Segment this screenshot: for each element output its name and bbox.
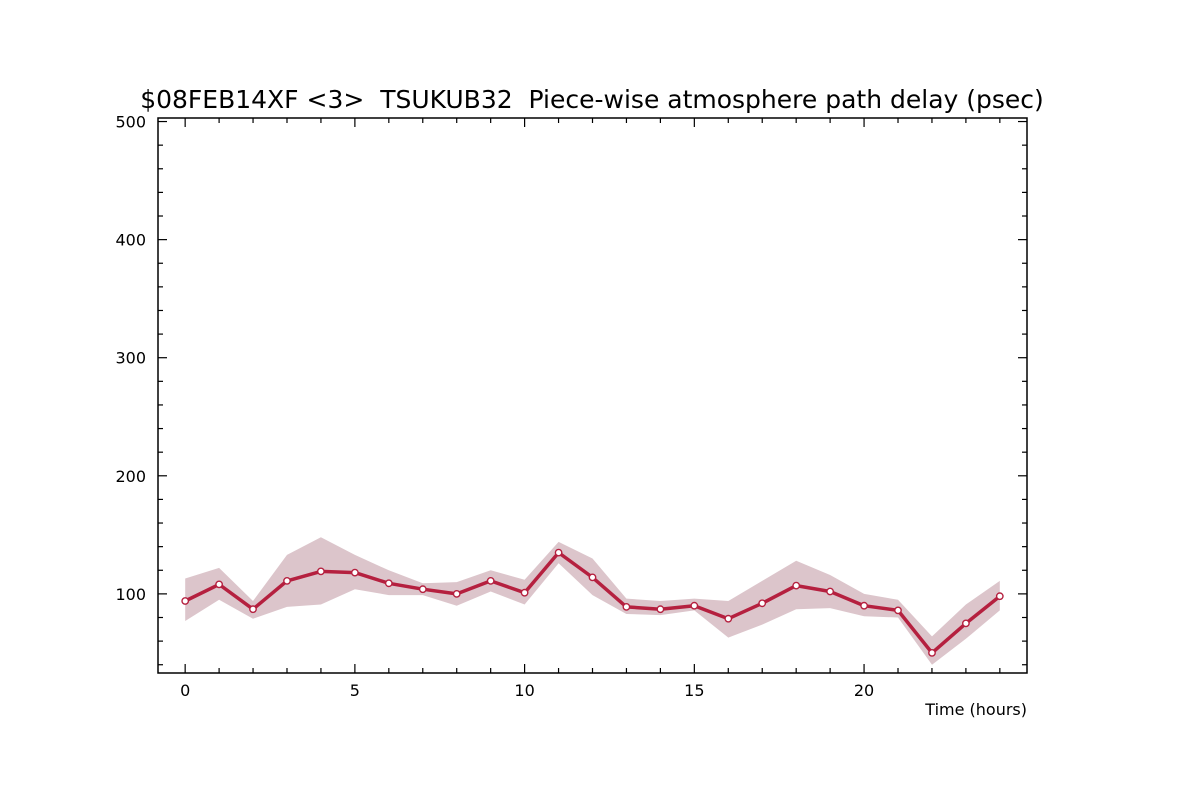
data-point: [316, 567, 325, 576]
x-tick-label: 5: [350, 681, 360, 700]
data-point: [622, 603, 631, 611]
confidence-band-layer: [185, 537, 1000, 665]
y-tick-label: 500: [115, 113, 146, 132]
data-point: [826, 587, 834, 596]
chart-title: $08FEB14XF <3> TSUKUB32 Piece-wise atmos…: [140, 85, 1044, 114]
data-point: [554, 548, 563, 557]
y-tick-label: 400: [115, 231, 146, 250]
data-point: [656, 605, 665, 614]
x-tick-label: 15: [684, 681, 704, 700]
data-point: [860, 601, 868, 610]
data-point: [181, 597, 190, 605]
confidence-band: [185, 537, 1000, 665]
x-axis-label: Time (hours): [924, 700, 1027, 719]
y-tick-label: 100: [115, 585, 146, 604]
data-point: [452, 590, 461, 598]
data-point: [724, 614, 733, 623]
y-tick-label: 200: [115, 467, 146, 486]
x-tick-label: 20: [854, 681, 874, 700]
data-point: [215, 580, 224, 589]
data-point: [792, 581, 801, 590]
data-point: [690, 601, 699, 610]
axes: 0 5 10 15 20 100 200 300 400 500: [115, 113, 1028, 700]
data-point: [384, 579, 393, 588]
data-point: [249, 605, 257, 614]
data-point: [894, 606, 902, 615]
data-point-layer: [181, 548, 1004, 657]
data-point: [962, 619, 970, 628]
data-point: [758, 599, 767, 608]
data-point: [928, 649, 936, 657]
data-point: [520, 588, 529, 597]
x-tick-label: 10: [514, 681, 534, 700]
data-point: [418, 585, 427, 594]
data-point: [486, 577, 495, 585]
x-tick-label: 0: [180, 681, 190, 700]
data-point: [283, 577, 291, 585]
y-tick-label: 300: [115, 349, 146, 368]
data-point: [350, 568, 359, 577]
data-point: [995, 592, 1004, 601]
data-point: [588, 573, 597, 582]
